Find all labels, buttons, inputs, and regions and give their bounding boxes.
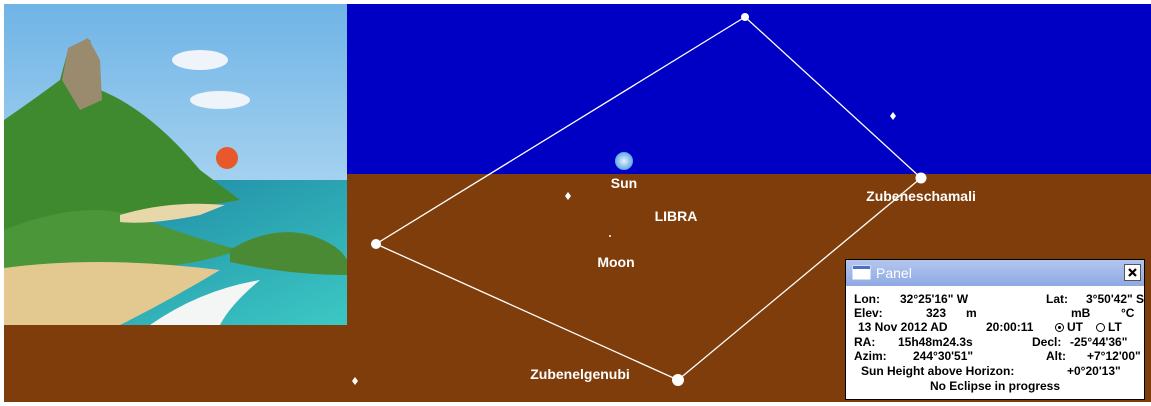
field-label: Elev: [854, 306, 883, 320]
unit: °C [1121, 306, 1134, 320]
field-value: 3°50'42" S [1086, 292, 1144, 306]
constellation-label: LIBRA [655, 208, 698, 224]
title-bar: Panel [846, 260, 1144, 286]
radio-label: LT [1108, 320, 1122, 334]
field-label: Lat: [1046, 292, 1068, 306]
panel-title: Panel [876, 265, 912, 281]
field-value: +0°20'13" [1067, 364, 1121, 378]
field-label: Azim: [854, 349, 887, 363]
field-value: -25°44'36" [1070, 335, 1127, 349]
unit: mB [1071, 306, 1090, 320]
field-value: +7°12'00" [1087, 349, 1141, 363]
moon-label: Moon [597, 254, 634, 270]
window-icon [852, 265, 872, 281]
field-label: Sun Height above Horizon: [861, 364, 1014, 378]
sun-marker [615, 152, 633, 170]
radio-lt[interactable] [1096, 323, 1105, 332]
field-value: 244°30'51" [913, 349, 973, 363]
time: 20:00:11 [986, 320, 1033, 334]
radio-label: UT [1067, 320, 1083, 334]
sun-label: Sun [611, 175, 637, 191]
close-button[interactable] [1124, 264, 1141, 281]
unit: m [966, 306, 977, 320]
info-panel: Panel Lon: 32°25'16" W Lat: 3°50'42" S E… [845, 259, 1145, 400]
field-value: 15h48m24.3s [898, 335, 973, 349]
field-value: 323 [926, 306, 946, 320]
field-label: Decl: [1032, 335, 1061, 349]
field-label: Alt: [1046, 349, 1066, 363]
eclipse-status: No Eclipse in progress [846, 379, 1144, 393]
star-label: Zubenelgenubi [530, 366, 630, 382]
star-label: Zubeneschamali [866, 188, 976, 204]
radio-ut[interactable] [1055, 323, 1064, 332]
field-value: 32°25'16" W [900, 292, 968, 306]
landscape-photo [4, 4, 347, 325]
sky [347, 4, 1151, 174]
close-icon [1125, 265, 1140, 280]
field-label: Lon: [854, 292, 880, 306]
date: 13 Nov 2012 AD [858, 320, 948, 334]
field-label: RA: [854, 335, 875, 349]
app-window: Sun LIBRA Moon Zubeneschamali Zubenelgen… [0, 0, 1151, 406]
